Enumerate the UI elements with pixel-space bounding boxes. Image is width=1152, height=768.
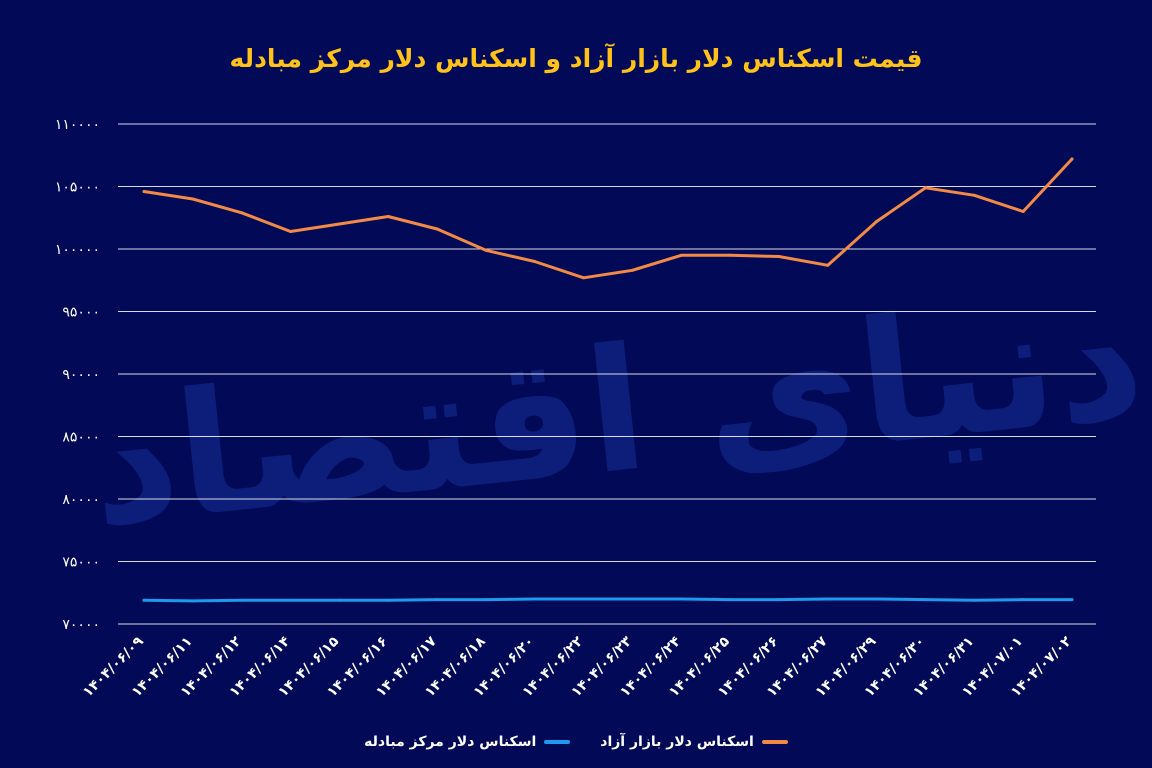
data-point-exchange-center: [728, 598, 732, 602]
series-line-exchange-center: [142, 597, 1074, 603]
legend-item-exchange-center: اسکناس دلار مرکز مبادله: [364, 734, 571, 750]
data-point-free-market: [1021, 210, 1025, 213]
data-point-exchange-center: [679, 597, 683, 601]
data-point-free-market: [240, 211, 244, 215]
data-point-exchange-center: [924, 598, 927, 602]
data-point-free-market: [142, 190, 146, 193]
data-point-exchange-center: [191, 599, 195, 603]
data-point-exchange-center: [386, 598, 390, 602]
legend-swatch-exchange-center: [544, 740, 571, 744]
data-point-free-market: [1070, 157, 1074, 161]
data-point-free-market: [484, 248, 488, 252]
data-point-free-market: [972, 193, 976, 197]
data-point-exchange-center: [435, 598, 439, 602]
data-point-exchange-center: [337, 598, 341, 602]
y-tick-label: ۷۵۰۰۰: [62, 555, 100, 571]
watermark-text: دنیای اقتصاد: [80, 258, 1152, 565]
legend: اسکناس دلار بازار آزاد اسکناس دلار مرکز …: [0, 734, 1152, 750]
y-tick-label: ۸۰۰۰۰: [62, 492, 100, 508]
x-axis-ticks: ۱۴۰۴/۰۶/۰۹۱۴۰۴/۰۶/۱۱۱۴۰۴/۰۶/۱۲۱۴۰۴/۰۶/۱۴…: [80, 633, 1075, 700]
y-axis-ticks: ۷۰۰۰۰ ۷۵۰۰۰ ۸۰۰۰۰ ۸۵۰۰۰ ۹۰۰۰۰ ۹۵۰۰۰ ۱۰۰۰۰۰ ۱۰۵۰…: [55, 117, 100, 633]
data-point-exchange-center: [630, 597, 634, 601]
watermark: دنیای اقتصاد: [80, 258, 1152, 565]
data-point-free-market: [191, 197, 195, 201]
data-point-free-market: [630, 268, 634, 272]
data-point-exchange-center: [240, 598, 244, 602]
y-tick-label: ۱۰۵۰۰۰: [55, 180, 100, 196]
series-line-free-market: [142, 157, 1074, 280]
data-point-free-market: [533, 260, 537, 263]
data-point-exchange-center: [1021, 598, 1025, 602]
legend-item-free-market: اسکناس دلار بازار آزاد: [600, 734, 788, 750]
data-point-exchange-center: [533, 597, 537, 601]
legend-swatch-free-market: [761, 740, 788, 744]
data-point-free-market: [826, 263, 830, 267]
legend-label-exchange-center: اسکناس دلار مرکز مبادله: [364, 734, 537, 750]
data-point-exchange-center: [1070, 598, 1074, 602]
data-point-exchange-center: [777, 598, 781, 602]
data-point-free-market: [728, 253, 732, 257]
data-point-exchange-center: [972, 598, 976, 602]
y-tick-label: ۷۰۰۰۰: [62, 617, 100, 633]
data-point-free-market: [435, 227, 439, 231]
data-point-exchange-center: [875, 597, 879, 601]
data-point-free-market: [337, 222, 341, 226]
data-point-free-market: [582, 276, 586, 280]
chart-title: قیمت اسکناس دلار بازار آزاد و اسکناس دلا…: [229, 44, 923, 73]
data-point-exchange-center: [826, 597, 830, 601]
data-point-exchange-center: [142, 598, 146, 602]
data-point-free-market: [924, 186, 927, 190]
y-tick-label: ۸۵۰۰۰: [62, 430, 100, 446]
data-point-exchange-center: [289, 598, 292, 602]
series-lines: [142, 157, 1074, 603]
data-point-free-market: [289, 230, 292, 233]
data-point-free-market: [777, 255, 781, 258]
data-point-free-market: [679, 253, 683, 257]
y-tick-label: ۹۰۰۰۰: [62, 367, 100, 383]
data-point-exchange-center: [484, 598, 488, 602]
y-tick-label: ۱۰۰۰۰۰: [55, 242, 100, 258]
legend-label-free-market: اسکناس دلار بازار آزاد: [600, 734, 754, 750]
y-tick-label: ۹۵۰۰۰: [62, 305, 100, 321]
y-tick-label: ۱۱۰۰۰۰: [55, 117, 100, 133]
data-point-exchange-center: [582, 597, 586, 601]
gridlines: [118, 123, 1096, 625]
data-point-free-market: [875, 220, 879, 223]
data-point-free-market: [386, 215, 390, 218]
